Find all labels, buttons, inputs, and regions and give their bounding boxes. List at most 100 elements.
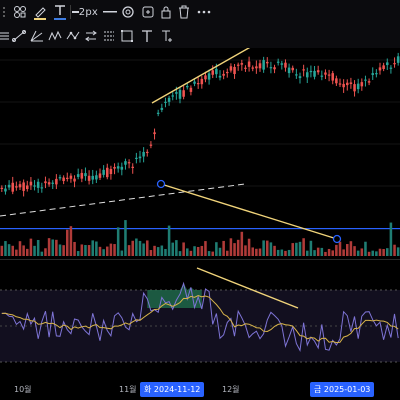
text-tool-icon[interactable] [138, 27, 156, 45]
volume-bar [40, 251, 44, 256]
volume-bar [204, 241, 207, 256]
volume-layer [0, 220, 400, 256]
pitchfork-icon[interactable] [28, 27, 46, 45]
pencil-color-icon[interactable] [32, 3, 48, 21]
price-trendline-upper[interactable] [151, 48, 298, 104]
text-cursor-icon[interactable] [158, 27, 176, 45]
lock-icon[interactable] [158, 3, 174, 21]
candle [131, 166, 134, 168]
candle [255, 66, 258, 69]
candle [382, 65, 385, 70]
volume-bar [378, 248, 382, 256]
candle [367, 81, 371, 83]
candle [186, 86, 189, 88]
volume-bar [247, 238, 251, 256]
volume-bar [66, 229, 69, 256]
trash-icon[interactable] [176, 3, 192, 21]
volume-bar [298, 241, 302, 256]
candle [106, 167, 109, 178]
volume-bar [193, 246, 196, 256]
candles-layer [0, 52, 400, 197]
volume-bar [167, 225, 171, 256]
volume-bar [15, 249, 18, 256]
text-color-icon[interactable] [52, 3, 68, 21]
crosshair-date-label-start: 화 2024-11-12 [140, 382, 205, 397]
volume-bar [320, 247, 324, 256]
candle [335, 78, 338, 84]
candle [193, 81, 196, 84]
candle [331, 73, 334, 81]
volume-bar [149, 250, 153, 256]
trendline-handle-end[interactable] [332, 234, 342, 244]
volume-bar [84, 245, 87, 256]
volume-bar [215, 242, 218, 256]
crosshair-horizontal-line [0, 228, 400, 230]
candle [371, 73, 374, 75]
line-width-button[interactable]: 2px [72, 3, 98, 21]
rectangle-icon[interactable] [118, 27, 136, 45]
candle [156, 112, 160, 114]
arrows-icon[interactable] [82, 27, 100, 45]
volume-bar [26, 248, 29, 256]
volume-bar [291, 243, 294, 256]
volume-bar [58, 244, 62, 256]
volume-bar [218, 247, 222, 256]
dashed-support-line[interactable] [0, 183, 246, 217]
candle [120, 166, 124, 170]
layers-icon[interactable] [12, 3, 28, 21]
candle [47, 182, 51, 185]
more-icon[interactable] [196, 3, 212, 21]
price-chart[interactable] [0, 48, 400, 380]
volume-bar [287, 249, 291, 256]
candle [109, 168, 113, 175]
candle [306, 72, 309, 78]
candle [273, 67, 276, 70]
candle [360, 82, 364, 87]
volume-trendline[interactable] [160, 183, 338, 240]
candle [389, 67, 393, 69]
path-icon[interactable] [100, 27, 118, 45]
volume-bar [55, 239, 58, 256]
candle [22, 182, 25, 191]
candle [102, 169, 105, 175]
candle [211, 70, 214, 75]
candle [149, 144, 153, 146]
volume-bar [371, 250, 374, 256]
oscillator-trendline[interactable] [196, 267, 299, 309]
alert-icon[interactable] [140, 3, 156, 21]
zigzag-icon[interactable] [46, 27, 64, 45]
volume-bar [258, 248, 262, 256]
volume-bar [196, 246, 200, 256]
pattern-icon[interactable] [64, 27, 82, 45]
volume-bar [7, 244, 11, 256]
line-style-icon[interactable] [102, 3, 118, 21]
candle [233, 66, 236, 75]
candle [338, 83, 342, 85]
candle [160, 107, 164, 110]
candle [124, 161, 127, 165]
candle [291, 67, 294, 71]
volume-bar [306, 250, 309, 256]
volume-bar [69, 226, 73, 256]
settings-icon[interactable] [120, 3, 136, 21]
trendline-handle-start[interactable] [156, 179, 166, 189]
candle [182, 90, 185, 97]
candle [73, 178, 76, 182]
volume-bar [335, 244, 338, 256]
grid [0, 59, 400, 187]
candle [4, 188, 7, 192]
volume-bar [207, 251, 211, 256]
ruler-icon[interactable] [0, 27, 14, 45]
trend-line-icon[interactable] [10, 27, 28, 45]
candle [309, 70, 313, 73]
volume-bar [98, 246, 102, 256]
candle [18, 184, 22, 188]
volume-bar [309, 240, 313, 256]
volume-bar [346, 244, 349, 256]
candle [138, 156, 142, 159]
candle [240, 63, 244, 65]
volume-bar [295, 242, 298, 256]
volume-bar [389, 222, 393, 256]
drag-handle-icon[interactable] [0, 3, 8, 21]
volume-bar [276, 249, 280, 256]
